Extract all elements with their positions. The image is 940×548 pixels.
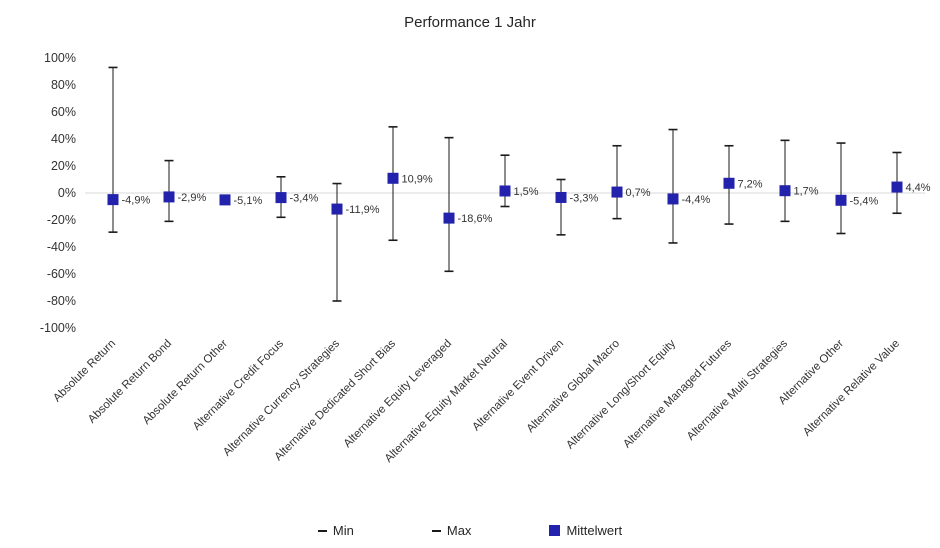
category-label: Alternative Credit Focus [191, 337, 286, 432]
legend-item-min: Min [317, 523, 354, 538]
performance-range-chart: 100% 80% 60% 40% 20% 0% -20% -40% -60% -80% -100% -… [40, 51, 931, 465]
mean-marker [611, 186, 623, 198]
mean-marker [331, 203, 343, 215]
max-dash-icon [431, 529, 441, 532]
mean-value-label: 10,9% [402, 173, 433, 185]
mean-marker [163, 191, 175, 203]
mean-marker [275, 192, 287, 204]
y-tick-label: 80% [51, 78, 76, 92]
y-tick-label: 60% [51, 105, 76, 119]
category-label: Alternative Multi Strategies [685, 337, 790, 442]
mean-marker [387, 172, 399, 184]
min-dash-icon [317, 529, 327, 532]
mean-value-label: -3,3% [570, 192, 599, 204]
category-label: Alternative Currency Strategies [221, 337, 342, 458]
y-tick-label: 100% [44, 51, 76, 65]
mean-value-label: 1,7% [794, 186, 819, 198]
mean-value-label: 7,2% [738, 178, 763, 190]
mean-marker [499, 185, 511, 197]
category-label: Alternative Relative Value [801, 338, 902, 439]
mean-value-label: -5,4% [850, 195, 879, 207]
category-label: Alternative Equity Market Neutral [383, 338, 510, 465]
mean-marker [891, 181, 903, 193]
mean-value-label: 1,5% [514, 186, 539, 198]
category-label: Alternative Dedicated Short Bias [273, 337, 399, 463]
mean-value-label: -3,4% [290, 193, 319, 205]
mean-marker [555, 191, 567, 203]
legend-item-max: Max [431, 523, 472, 538]
mittelwert-square-icon [549, 525, 561, 536]
category-label: Alternative Event Driven [470, 338, 566, 434]
chart-title: Performance 1 Jahr [404, 14, 536, 31]
legend-label-mittelwert: Mittelwert [566, 523, 623, 538]
mean-value-label: -11,9% [346, 204, 380, 216]
y-tick-label: -80% [47, 294, 76, 308]
mean-value-label: -18,6% [458, 213, 493, 225]
y-tick-label: -60% [47, 267, 76, 281]
y-tick-label: 40% [51, 132, 76, 146]
category-label: Alternative Managed Futures [621, 337, 734, 450]
y-tick-label: -40% [47, 240, 76, 254]
category-label: Alternative Long/Short Equity [564, 337, 678, 451]
mean-marker [219, 194, 231, 206]
mean-marker [667, 193, 679, 205]
y-tick-label: 0% [58, 186, 76, 200]
legend-label-max: Max [446, 523, 472, 538]
chart-legend: Min Max Mittelwert [0, 523, 940, 538]
y-tick-label: -100% [40, 321, 76, 335]
category-label: Alternative Global Macro [525, 338, 623, 436]
mean-value-label: 0,7% [626, 187, 651, 199]
mean-marker [443, 212, 455, 224]
mean-value-label: -4,9% [122, 195, 151, 207]
y-tick-label: -20% [47, 213, 76, 227]
mean-marker [779, 185, 791, 197]
mean-marker [107, 194, 119, 206]
mean-value-label: -4,4% [682, 194, 711, 206]
category-label: Alternative Equity Leveraged [342, 338, 454, 450]
mean-value-label: 4,4% [906, 182, 931, 194]
legend-label-min: Min [332, 523, 354, 538]
mean-value-label: -5,1% [234, 195, 263, 207]
mean-marker [723, 177, 735, 189]
mean-marker [835, 194, 847, 206]
mean-value-label: -2,9% [178, 192, 207, 204]
legend-item-mittelwert: Mittelwert [549, 523, 622, 538]
y-tick-label: 20% [51, 159, 76, 173]
